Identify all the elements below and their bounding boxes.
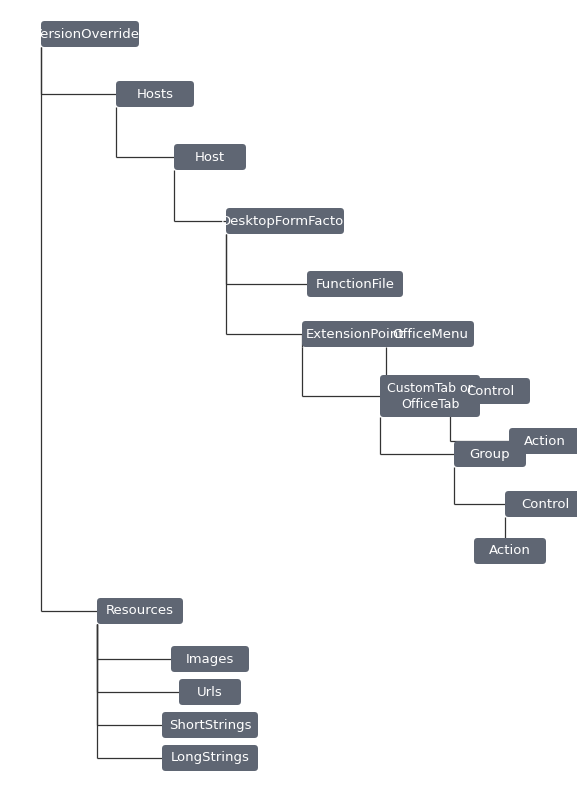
FancyBboxPatch shape [174,144,246,170]
FancyBboxPatch shape [474,538,546,564]
Text: Control: Control [521,498,569,510]
FancyBboxPatch shape [380,375,480,417]
Text: Control: Control [466,384,514,398]
FancyBboxPatch shape [162,745,258,771]
Text: Host: Host [195,151,225,163]
Text: Group: Group [470,447,510,461]
Text: OfficeMenu: OfficeMenu [392,327,468,341]
Text: Hosts: Hosts [137,88,174,100]
FancyBboxPatch shape [162,712,258,738]
Text: Urls: Urls [197,686,223,698]
FancyBboxPatch shape [509,428,577,454]
FancyBboxPatch shape [179,679,241,705]
Text: LongStrings: LongStrings [171,751,249,765]
FancyBboxPatch shape [97,598,183,624]
Text: Resources: Resources [106,604,174,618]
FancyBboxPatch shape [302,321,408,347]
Text: ExtensionPoint: ExtensionPoint [306,327,404,341]
FancyBboxPatch shape [226,208,344,234]
Text: VersionOverrides: VersionOverrides [33,28,147,40]
FancyBboxPatch shape [307,271,403,297]
Text: Action: Action [524,435,566,447]
FancyBboxPatch shape [386,321,474,347]
FancyBboxPatch shape [454,441,526,467]
Text: DesktopFormFactor: DesktopFormFactor [220,215,350,227]
FancyBboxPatch shape [505,491,577,517]
Text: ShortStrings: ShortStrings [168,719,251,731]
Text: CustomTab or
OfficeTab: CustomTab or OfficeTab [387,382,473,410]
Text: FunctionFile: FunctionFile [316,278,395,290]
Text: Images: Images [186,653,234,665]
Text: Action: Action [489,544,531,558]
FancyBboxPatch shape [171,646,249,672]
FancyBboxPatch shape [116,81,194,107]
FancyBboxPatch shape [450,378,530,404]
FancyBboxPatch shape [41,21,139,47]
